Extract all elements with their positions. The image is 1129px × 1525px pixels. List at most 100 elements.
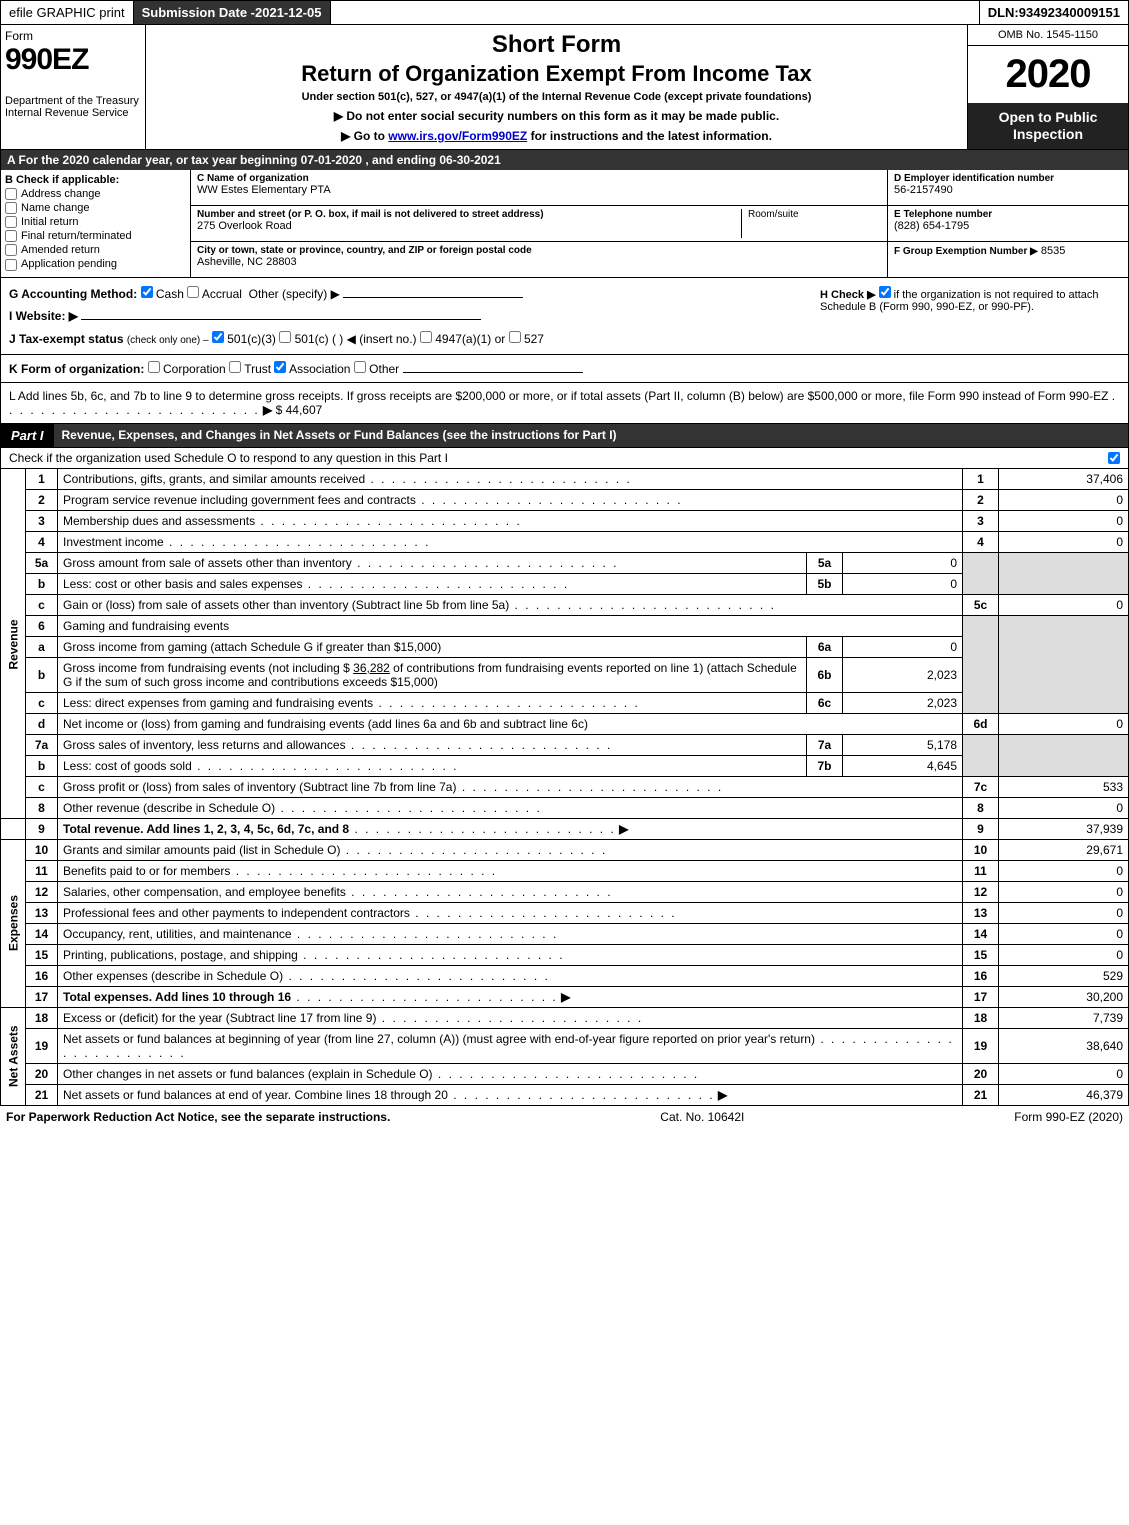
d-ein-label: D Employer identification number — [894, 173, 1122, 184]
chk-527[interactable] — [509, 331, 521, 343]
chk-name-change[interactable]: Name change — [5, 202, 186, 214]
line-6c-ibox: 6c — [807, 692, 843, 713]
j-label: J Tax-exempt status — [9, 332, 124, 346]
line-6b-iamt: 2,023 — [843, 657, 963, 692]
line-14-box: 14 — [963, 923, 999, 944]
chk-amended-return[interactable]: Amended return — [5, 244, 186, 256]
org-city: Asheville, NC 28803 — [197, 256, 881, 268]
j-sub: (check only one) – — [127, 335, 209, 346]
vlabel-net-assets: Net Assets — [1, 1007, 26, 1105]
line-14-desc: Occupancy, rent, utilities, and maintena… — [63, 927, 292, 941]
line-4-box: 4 — [963, 531, 999, 552]
chk-4947[interactable] — [420, 331, 432, 343]
line-6b-desc: Gross income from fundraising events (no… — [58, 657, 807, 692]
chk-cash[interactable] — [141, 286, 153, 298]
line-13-box: 13 — [963, 902, 999, 923]
line-11-amt: 0 — [999, 860, 1129, 881]
line-7b-num: b — [26, 755, 58, 776]
line-15-num: 15 — [26, 944, 58, 965]
b-header: B Check if applicable: — [5, 174, 186, 186]
line-20-box: 20 — [963, 1063, 999, 1084]
line-14-amt: 0 — [999, 923, 1129, 944]
org-street: 275 Overlook Road — [197, 220, 741, 232]
irs-label: Internal Revenue Service — [5, 107, 141, 119]
line-8-desc: Other revenue (describe in Schedule O) — [63, 801, 275, 815]
chk-trust[interactable] — [229, 361, 241, 373]
line-5b-num: b — [26, 573, 58, 594]
line-17-desc: Total expenses. Add lines 10 through 16 — [63, 990, 291, 1004]
chk-h[interactable] — [879, 286, 891, 298]
col-c: C Name of organization WW Estes Elementa… — [191, 170, 888, 277]
line-5a-num: 5a — [26, 552, 58, 573]
line-6d-num: d — [26, 713, 58, 734]
header-left: Form 990EZ Department of the Treasury In… — [1, 25, 146, 149]
part1-table: Revenue 1 Contributions, gifts, grants, … — [0, 469, 1129, 1106]
line-3-box: 3 — [963, 510, 999, 531]
vlabel-expenses: Expenses — [1, 839, 26, 1007]
chk-other[interactable] — [354, 361, 366, 373]
line-19-num: 19 — [26, 1028, 58, 1063]
line-6b-num: b — [26, 657, 58, 692]
c-street-label: Number and street (or P. O. box, if mail… — [197, 209, 741, 220]
line-2-amt: 0 — [999, 489, 1129, 510]
line-6-shade — [963, 615, 999, 713]
topbar-spacer — [331, 1, 980, 24]
line-18-desc: Excess or (deficit) for the year (Subtra… — [63, 1011, 376, 1025]
line-12-num: 12 — [26, 881, 58, 902]
line-15-box: 15 — [963, 944, 999, 965]
line-14-num: 14 — [26, 923, 58, 944]
group-value: 8535 — [1041, 245, 1065, 257]
section-bcd: B Check if applicable: Address change Na… — [0, 170, 1129, 278]
line-7c-box: 7c — [963, 776, 999, 797]
g-other-line — [343, 297, 523, 298]
header-mid: Short Form Return of Organization Exempt… — [146, 25, 968, 149]
submission-value: 2021-12-05 — [255, 5, 322, 20]
form-number: 990EZ — [5, 43, 141, 77]
line-6-desc: Gaming and fundraising events — [58, 615, 963, 636]
chk-assoc[interactable] — [274, 361, 286, 373]
line-16-box: 16 — [963, 965, 999, 986]
line-3-desc: Membership dues and assessments — [63, 514, 255, 528]
line-19-box: 19 — [963, 1028, 999, 1063]
line-6c-desc: Less: direct expenses from gaming and fu… — [63, 696, 373, 710]
line-9-box: 9 — [963, 818, 999, 839]
line-7a-num: 7a — [26, 734, 58, 755]
chk-initial-return[interactable]: Initial return — [5, 216, 186, 228]
chk-schedule-o[interactable] — [1108, 452, 1120, 464]
i-label: I Website: ▶ — [9, 309, 78, 323]
irs-link[interactable]: www.irs.gov/Form990EZ — [388, 129, 527, 143]
line-6b-ibox: 6b — [807, 657, 843, 692]
line-20-amt: 0 — [999, 1063, 1129, 1084]
line-11-num: 11 — [26, 860, 58, 881]
tax-year: 2020 — [968, 46, 1128, 103]
chk-final-return[interactable]: Final return/terminated — [5, 230, 186, 242]
line-4-amt: 0 — [999, 531, 1129, 552]
line-9-num: 9 — [26, 818, 58, 839]
goto-prefix: ▶ Go to — [341, 129, 388, 143]
chk-501c3[interactable] — [212, 331, 224, 343]
c-name-label: C Name of organization — [197, 173, 881, 184]
g-label: G Accounting Method: — [9, 287, 137, 301]
line-5c-num: c — [26, 594, 58, 615]
line-2-num: 2 — [26, 489, 58, 510]
line-5c-amt: 0 — [999, 594, 1129, 615]
line-9-amt: 37,939 — [999, 818, 1129, 839]
f-group-label: F Group Exemption Number ▶ — [894, 246, 1038, 257]
chk-address-change[interactable]: Address change — [5, 188, 186, 200]
line-15-desc: Printing, publications, postage, and shi… — [63, 948, 298, 962]
chk-corp[interactable] — [148, 361, 160, 373]
line-5a-desc: Gross amount from sale of assets other t… — [63, 556, 352, 570]
line-7a-ibox: 7a — [807, 734, 843, 755]
efile-print[interactable]: efile GRAPHIC print — [1, 1, 134, 24]
line-11-box: 11 — [963, 860, 999, 881]
line-6a-ibox: 6a — [807, 636, 843, 657]
line-21-amt: 46,379 — [999, 1084, 1129, 1105]
chk-accrual[interactable] — [187, 286, 199, 298]
chk-application-pending[interactable]: Application pending — [5, 258, 186, 270]
part1-title: Revenue, Expenses, and Changes in Net As… — [54, 424, 1128, 446]
line-7a-iamt: 5,178 — [843, 734, 963, 755]
line-10-desc: Grants and similar amounts paid (list in… — [63, 843, 340, 857]
line-15-amt: 0 — [999, 944, 1129, 965]
part1-schedule-o: Check if the organization used Schedule … — [0, 448, 1129, 469]
chk-501c[interactable] — [279, 331, 291, 343]
